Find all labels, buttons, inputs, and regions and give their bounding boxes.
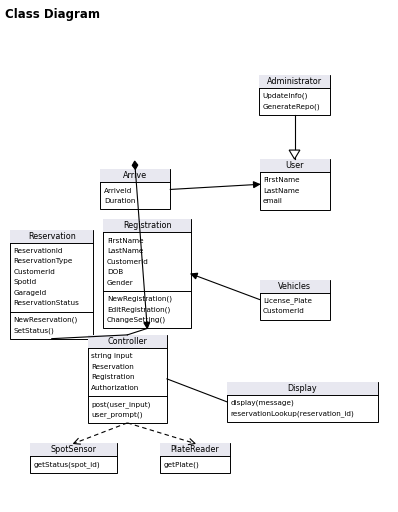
Text: Gender: Gender [107, 280, 134, 286]
Text: LastName: LastName [107, 248, 143, 254]
Bar [259, 159, 330, 172]
Text: post(user_input): post(user_input) [92, 401, 151, 408]
Text: Display: Display [288, 384, 317, 393]
Bar [259, 75, 330, 115]
Bar [100, 169, 170, 182]
Text: ReservationType: ReservationType [14, 259, 73, 264]
Polygon shape [254, 182, 259, 188]
Text: UpdateInfo(): UpdateInfo() [263, 93, 308, 99]
Text: LastName: LastName [263, 188, 300, 194]
Bar [100, 169, 170, 209]
Bar [30, 443, 117, 473]
Polygon shape [144, 322, 150, 328]
Bar [88, 335, 167, 348]
Text: CustomerId: CustomerId [263, 308, 305, 314]
Bar [103, 220, 191, 328]
Text: NewReservation(): NewReservation() [14, 316, 78, 323]
Text: SpotSensor: SpotSensor [51, 445, 97, 455]
Polygon shape [132, 161, 138, 169]
Text: user_prompt(): user_prompt() [92, 411, 143, 418]
Text: display(message): display(message) [231, 400, 295, 407]
Text: email: email [263, 198, 283, 204]
Text: reservationLookup(reservation_id): reservationLookup(reservation_id) [231, 410, 355, 417]
Bar [259, 280, 330, 292]
Text: DOB: DOB [107, 269, 123, 275]
Text: Registration: Registration [123, 221, 172, 230]
Text: Arrive: Arrive [123, 172, 147, 180]
Text: SpotId: SpotId [14, 280, 37, 285]
Text: ArriveId: ArriveId [104, 188, 132, 194]
Text: ChangeSetting(): ChangeSetting() [107, 317, 166, 324]
Bar [30, 443, 117, 457]
Text: Registration: Registration [92, 374, 135, 380]
Bar [103, 220, 191, 232]
Bar [259, 280, 330, 319]
Text: Administrator: Administrator [267, 77, 322, 86]
Text: Class Diagram: Class Diagram [5, 8, 100, 21]
Bar [227, 382, 378, 422]
Text: User: User [285, 161, 304, 170]
Bar [227, 382, 378, 395]
Text: getStatus(spot_id): getStatus(spot_id) [33, 461, 100, 468]
Text: Authorization: Authorization [92, 385, 140, 391]
Polygon shape [289, 150, 300, 159]
Text: License_Plate: License_Plate [263, 297, 312, 304]
Text: Reservation: Reservation [28, 231, 76, 241]
Text: CustomerId: CustomerId [14, 269, 55, 275]
Bar [88, 335, 167, 423]
Text: CustomerId: CustomerId [107, 259, 149, 265]
Text: GarageId: GarageId [14, 290, 47, 296]
Text: FirstName: FirstName [263, 177, 300, 183]
Text: EditRegistration(): EditRegistration() [107, 306, 170, 313]
Text: GenerateRepo(): GenerateRepo() [263, 103, 320, 110]
Bar [10, 230, 94, 243]
Text: getPlate(): getPlate() [164, 461, 199, 468]
Bar [10, 230, 94, 338]
Text: NewRegistration(): NewRegistration() [107, 296, 172, 303]
Text: SetStatus(): SetStatus() [14, 327, 55, 334]
Text: ReservationId: ReservationId [14, 248, 63, 254]
Text: Controller: Controller [107, 337, 147, 346]
Text: string input: string input [92, 353, 133, 359]
Bar [259, 75, 330, 88]
Polygon shape [191, 273, 198, 279]
Text: PlateReader: PlateReader [171, 445, 219, 455]
Bar [160, 443, 230, 457]
Bar [160, 443, 230, 473]
Text: FirstName: FirstName [107, 238, 144, 244]
Text: Duration: Duration [104, 198, 135, 204]
Text: Reservation: Reservation [92, 364, 134, 370]
Bar [259, 159, 330, 209]
Text: ReservationStatus: ReservationStatus [14, 301, 80, 306]
Text: Vehicles: Vehicles [278, 282, 311, 290]
